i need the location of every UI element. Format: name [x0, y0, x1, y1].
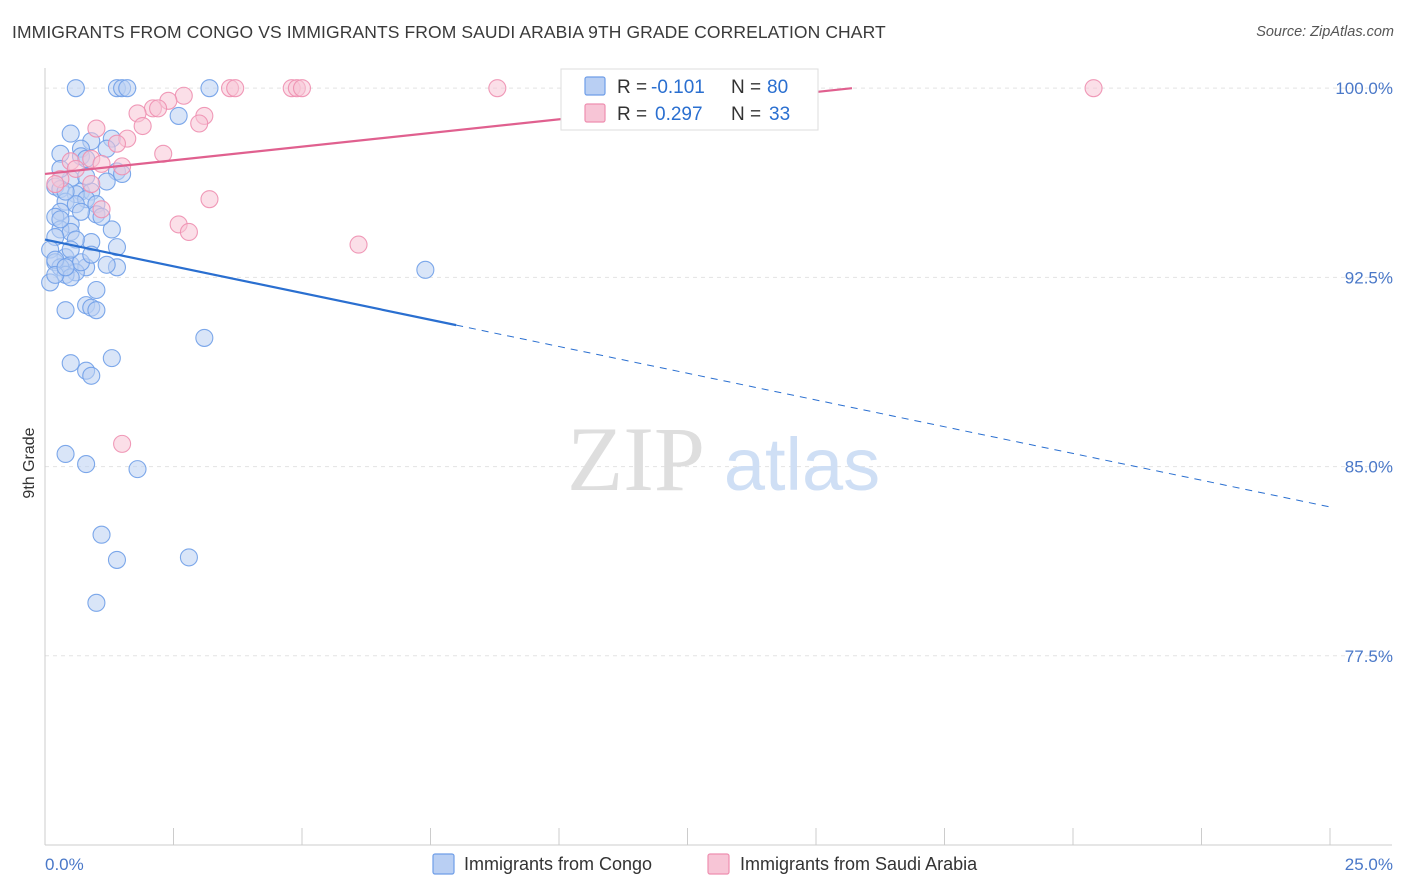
watermark-atlas: atlas: [724, 423, 880, 506]
stats-n-label-congo: N =: [731, 77, 761, 98]
source-label: Source: ZipAtlas.com: [1256, 24, 1394, 40]
saudi-point-27: [92, 200, 111, 219]
axes: [44, 68, 1392, 846]
congo-point-16: [97, 172, 116, 191]
legend-label-congo: Immigrants from Congo: [464, 854, 652, 874]
stats-r-value-congo: -0.101: [651, 77, 705, 98]
stats-swatch-saudi: [584, 103, 606, 123]
congo-point-4: [200, 79, 219, 98]
chart-title: IMMIGRANTS FROM CONGO VS IMMIGRANTS FROM…: [12, 22, 886, 42]
y-tick-label-3: 77.5%: [1345, 647, 1393, 666]
saudi-point-30: [349, 235, 368, 254]
congo-point-62: [92, 525, 111, 544]
congo-point-53: [87, 301, 106, 320]
congo-point-55: [102, 349, 121, 368]
congo-point-54: [195, 328, 214, 347]
y-tick-label-2: 85.0%: [1345, 458, 1393, 477]
stats-n-label-saudi: N =: [731, 104, 761, 125]
saudi-point-32: [82, 174, 101, 194]
congo-point-63: [107, 550, 127, 569]
congo-point-61: [128, 460, 147, 479]
congo-point-3: [118, 79, 137, 98]
stats-r-label-congo: R =: [617, 77, 647, 98]
stats-n-value-congo: 80: [767, 77, 788, 98]
legend: Immigrants from Congo Immigrants from Sa…: [432, 853, 978, 875]
legend-label-saudi: Immigrants from Saudi Arabia: [740, 854, 978, 874]
saudi-point-15: [87, 119, 106, 138]
congo-point-52: [56, 301, 75, 320]
stats-r-label-saudi: R =: [617, 104, 647, 125]
congo-point-64: [179, 548, 198, 567]
congo-point-56: [61, 354, 80, 373]
watermark: ZIP atlas: [567, 408, 880, 510]
saudi-point-13: [190, 114, 209, 133]
congo-point-58: [82, 366, 101, 385]
series-saudi-points: [46, 79, 1103, 453]
congo-point-68: [51, 210, 70, 229]
stats-swatch-congo: [584, 76, 606, 96]
y-axis-label: 9th Grade: [21, 427, 38, 498]
y-tick-label-0: 100.0%: [1335, 79, 1393, 98]
congo-point-34: [102, 220, 121, 239]
saudi-point-31: [113, 434, 132, 453]
x-tick-label-0: 0.0%: [45, 855, 84, 874]
legend-swatch-saudi: [707, 853, 730, 875]
trend-line-dashed-0: [456, 324, 1331, 508]
saudi-point-14: [133, 116, 152, 136]
congo-point-49: [87, 280, 106, 300]
congo-point-65: [87, 593, 106, 612]
congo-point-76: [71, 202, 91, 221]
congo-point-48: [416, 260, 435, 279]
saudi-point-21: [92, 154, 111, 173]
saudi-point-23: [66, 159, 85, 178]
legend-swatch-congo: [432, 853, 455, 875]
stats-box: R = -0.101 N = 80 R = 0.297 N = 33: [560, 68, 819, 131]
saudi-point-29: [179, 222, 198, 242]
saudi-point-7: [174, 86, 193, 105]
saudi-point-25: [46, 174, 65, 194]
saudi-point-1: [226, 79, 245, 98]
saudi-point-10: [149, 99, 168, 118]
saudi-point-5: [488, 79, 507, 98]
stats-n-value-saudi: 33: [769, 104, 790, 125]
congo-point-60: [77, 455, 96, 474]
saudi-point-17: [107, 134, 127, 153]
stats-r-value-saudi: 0.297: [655, 104, 703, 125]
tick-labels: 100.0% 92.5% 85.0% 77.5% 0.0% 25.0%: [45, 79, 1393, 874]
grid-lines: [45, 87, 1392, 657]
saudi-point-4: [292, 79, 312, 98]
congo-point-78: [56, 258, 75, 277]
congo-point-6: [61, 124, 80, 143]
y-tick-label-1: 92.5%: [1345, 268, 1393, 287]
watermark-zip: ZIP: [567, 408, 705, 510]
congo-point-79: [97, 255, 116, 274]
congo-point-59: [56, 444, 75, 464]
x-tick-label-1: 25.0%: [1345, 855, 1393, 874]
saudi-point-6: [1084, 79, 1103, 98]
saudi-point-26: [200, 190, 219, 209]
trend-line-solid-0: [44, 238, 457, 327]
congo-point-0: [66, 79, 85, 98]
congo-point-5: [169, 106, 188, 125]
